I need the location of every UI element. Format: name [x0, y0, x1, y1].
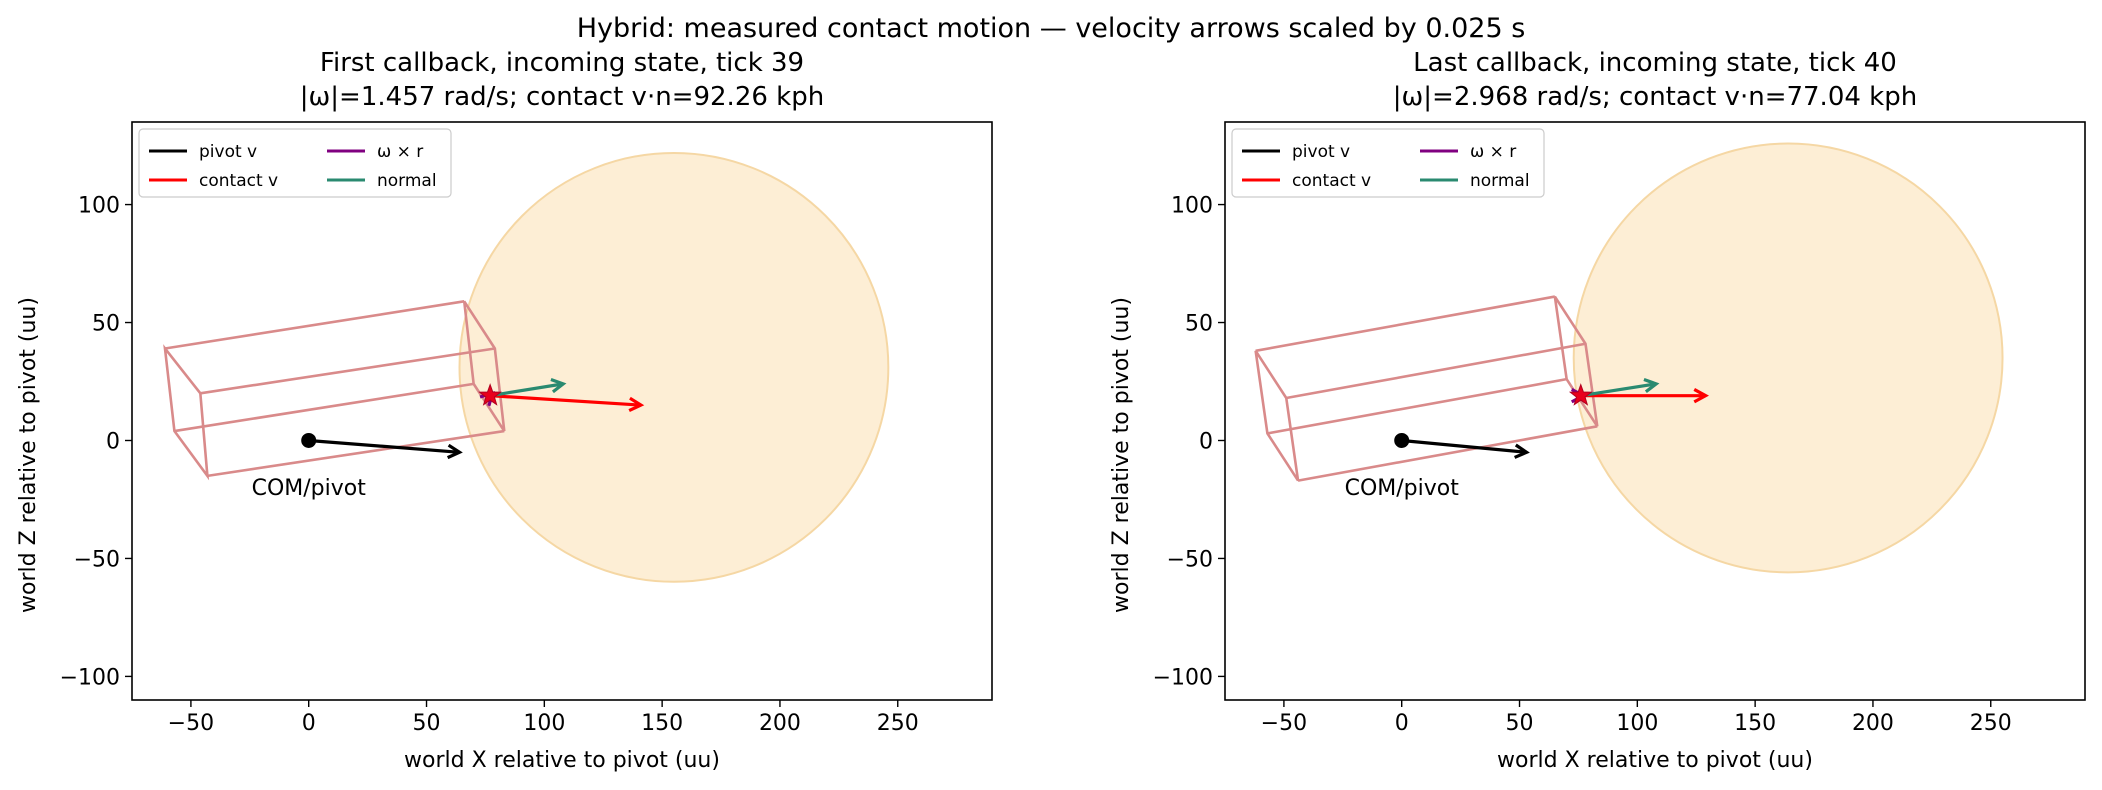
contact-v-arrow — [1580, 388, 1709, 404]
x-tick-label: −50 — [168, 711, 214, 736]
car-hitbox-wireframe — [1254, 295, 1599, 482]
x-axis-label: world X relative to pivot (uu) — [1497, 748, 1813, 773]
normal-arrow-head — [550, 378, 567, 394]
hitbox-edge — [207, 429, 505, 478]
x-tick-label: 200 — [1852, 711, 1894, 736]
y-axis-label: world Z relative to pivot (uu) — [1109, 297, 1134, 613]
hitbox-edge — [164, 300, 465, 350]
y-axis-label: world Z relative to pivot (uu) — [16, 297, 41, 613]
legend-entry-label: contact v — [1292, 171, 1371, 191]
pivot-v-arrow-head — [1514, 443, 1530, 459]
x-tick-label: 0 — [1395, 711, 1409, 736]
pivot-label: COM/pivot — [1345, 476, 1460, 501]
panel-title: First callback, incoming state, tick 39 — [320, 48, 804, 78]
hitbox-edge — [1297, 425, 1598, 482]
legend-entry-label: ω × r — [377, 142, 423, 162]
y-tick-label: −100 — [1153, 665, 1213, 690]
x-tick-label: 100 — [1616, 711, 1658, 736]
ball-circle — [458, 151, 890, 583]
legend-box — [138, 128, 452, 198]
hitbox-front-face — [163, 344, 210, 481]
panel-last-callback: Last callback, incoming state, tick 40 |… — [1109, 48, 2086, 773]
pivot-v-arrow-shaft — [1401, 438, 1527, 454]
car-hitbox-wireframe — [163, 300, 506, 481]
y-tick-label: −100 — [60, 665, 120, 690]
hitbox-edge — [200, 347, 496, 395]
x-tick-label: 100 — [523, 711, 565, 736]
hitbox-edge — [174, 382, 474, 433]
y-tick-label: 50 — [1185, 312, 1213, 337]
normal-arrow-shaft — [1580, 382, 1657, 398]
axes-frame — [131, 121, 993, 701]
x-axis-label: world X relative to pivot (uu) — [404, 748, 720, 773]
x-tick-label: 250 — [877, 711, 919, 736]
hitbox-edge — [1267, 377, 1567, 435]
x-tick-label: 150 — [1734, 711, 1776, 736]
panel-subtitle: |ω|=1.457 rad/s; contact v·n=92.26 kph — [300, 82, 824, 112]
pivot-v-arrow — [308, 438, 463, 460]
x-tick-label: 200 — [759, 711, 801, 736]
pivot-point — [1394, 432, 1410, 448]
contact-point-star — [478, 383, 503, 406]
axes-frame — [1224, 121, 2086, 701]
legend-entry-label: ω × r — [1470, 142, 1516, 162]
panel-title: Last callback, incoming state, tick 40 — [1413, 48, 1897, 78]
normal-arrow-shaft — [489, 382, 564, 398]
x-tick-label: 150 — [641, 711, 683, 736]
contact-v-arrow-shaft — [490, 394, 642, 407]
plot-area: COM/pivot — [163, 151, 890, 583]
pivot-point — [301, 432, 317, 448]
legend-entry-label: contact v — [199, 171, 278, 191]
x-tick-label: 50 — [1506, 711, 1534, 736]
y-tick-label: 100 — [78, 194, 120, 219]
hitbox-edge — [1255, 295, 1556, 353]
normal-arrow — [1580, 377, 1660, 398]
panel-first-callback: First callback, incoming state, tick 39 … — [16, 48, 993, 773]
x-tick-label: −50 — [1261, 711, 1307, 736]
hitbox-front-face — [1254, 350, 1300, 482]
panel-subtitle: |ω|=2.968 rad/s; contact v·n=77.04 kph — [1393, 82, 1917, 112]
normal-arrow — [489, 378, 567, 398]
x-tick-label: 250 — [1970, 711, 2012, 736]
contact-point-star — [1568, 383, 1593, 406]
contact-v-arrow — [490, 394, 645, 413]
y-tick-label: 0 — [106, 429, 120, 454]
y-tick-label: 100 — [1171, 194, 1213, 219]
legend-box — [1231, 128, 1545, 198]
pivot-v-arrow — [1401, 438, 1530, 459]
pivot-v-arrow-shaft — [308, 438, 460, 454]
figure-suptitle: Hybrid: measured contact motion — veloci… — [577, 13, 1526, 44]
legend-entry-label: normal — [377, 171, 437, 191]
contact-v-arrow-head — [1693, 388, 1709, 404]
y-tick-label: 0 — [1199, 429, 1213, 454]
y-tick-label: −50 — [74, 547, 120, 572]
y-tick-label: 50 — [92, 312, 120, 337]
x-tick-label: 50 — [413, 711, 441, 736]
normal-arrow-head — [1643, 377, 1660, 394]
y-tick-label: −50 — [1167, 547, 1213, 572]
legend-entry-label: normal — [1470, 171, 1530, 191]
contact-v-arrow-head — [628, 396, 645, 413]
pivot-v-arrow-head — [446, 443, 463, 460]
legend: pivot v contact v ω × r normal — [1231, 128, 1545, 198]
hitbox-edge — [1286, 342, 1586, 400]
x-tick-label: 0 — [302, 711, 316, 736]
pivot-label: COM/pivot — [252, 476, 367, 501]
ball-circle — [1572, 142, 2004, 574]
legend: pivot v contact v ω × r normal — [138, 128, 452, 198]
legend-entry-label: pivot v — [199, 142, 257, 162]
legend-entry-label: pivot v — [1292, 142, 1350, 162]
plot-area: COM/pivot — [1254, 142, 2004, 574]
